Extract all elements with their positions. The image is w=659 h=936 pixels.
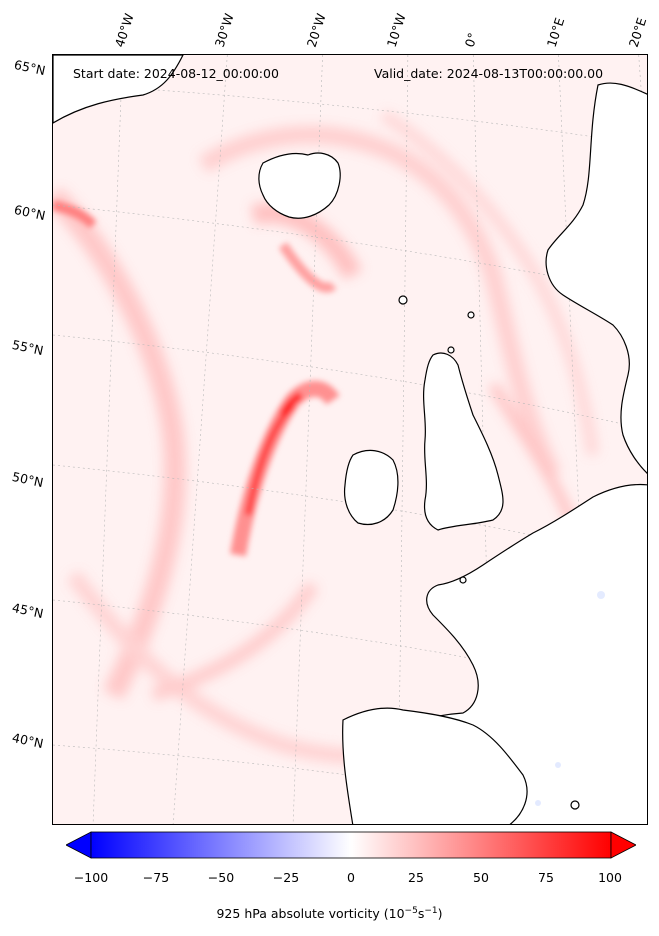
colorbar-tick-neg75: −75	[142, 870, 170, 885]
lat-label-45n: 45°N	[10, 599, 45, 622]
great-britain-land	[422, 352, 504, 531]
colorbar-gradient	[90, 831, 612, 859]
iberia-land	[342, 707, 528, 824]
lon-label-40w: 40°W	[111, 11, 137, 49]
colorbar-tick-75: 75	[538, 870, 554, 885]
lon-label-30w: 30°W	[211, 11, 237, 49]
negative-vorticity-patches	[535, 591, 605, 806]
colorbar-tick-neg50: −50	[207, 870, 235, 885]
coastlines	[53, 55, 647, 824]
colorbar	[66, 831, 636, 859]
colorbar-label-exp2: −1	[424, 906, 438, 916]
lat-label-65n: 65°N	[12, 56, 47, 79]
lat-label-60n: 60°N	[12, 201, 47, 224]
lon-label-20w: 20°W	[303, 11, 329, 49]
greenland-land	[53, 55, 184, 124]
lat-label-55n: 55°N	[10, 336, 45, 359]
colorbar-tick-100: 100	[598, 870, 622, 885]
map-panel	[52, 54, 648, 825]
colorbar-label-mid: s	[417, 906, 425, 922]
valid-date-label: Valid_date: 2024-08-13T00:00:00.00	[374, 66, 604, 81]
vorticity-map	[53, 55, 647, 824]
colorbar-tick-0: 0	[347, 870, 355, 885]
scandinavia-land	[545, 82, 647, 474]
lat-label-40n: 40°N	[10, 729, 45, 752]
lon-label-0: 0°	[461, 30, 481, 49]
lon-label-10e: 10°E	[543, 15, 568, 49]
vorticity-field	[53, 109, 599, 790]
colorbar-tick-25: 25	[408, 870, 424, 885]
colorbar-extend-min	[66, 831, 92, 859]
colorbar-label-main: 925 hPa absolute vorticity (10	[216, 906, 405, 922]
iceland-land	[258, 152, 341, 219]
lon-label-20e: 20°E	[625, 15, 650, 49]
colorbar-label-exp1: −5	[404, 906, 418, 916]
start-date-label: Start date: 2024-08-12_00:00:00	[73, 66, 279, 81]
colorbar-extend-max	[610, 831, 636, 859]
colorbar-label: 925 hPa absolute vorticity (10−5s−1)	[0, 906, 659, 921]
colorbar-tick-neg25: −25	[272, 870, 300, 885]
lon-label-10w: 10°W	[383, 11, 409, 49]
colorbar-tick-50: 50	[473, 870, 489, 885]
colorbar-tick-neg100: −100	[73, 870, 109, 885]
lat-label-50n: 50°N	[10, 468, 45, 491]
colorbar-label-end: )	[437, 906, 443, 922]
ireland-land	[343, 449, 399, 526]
